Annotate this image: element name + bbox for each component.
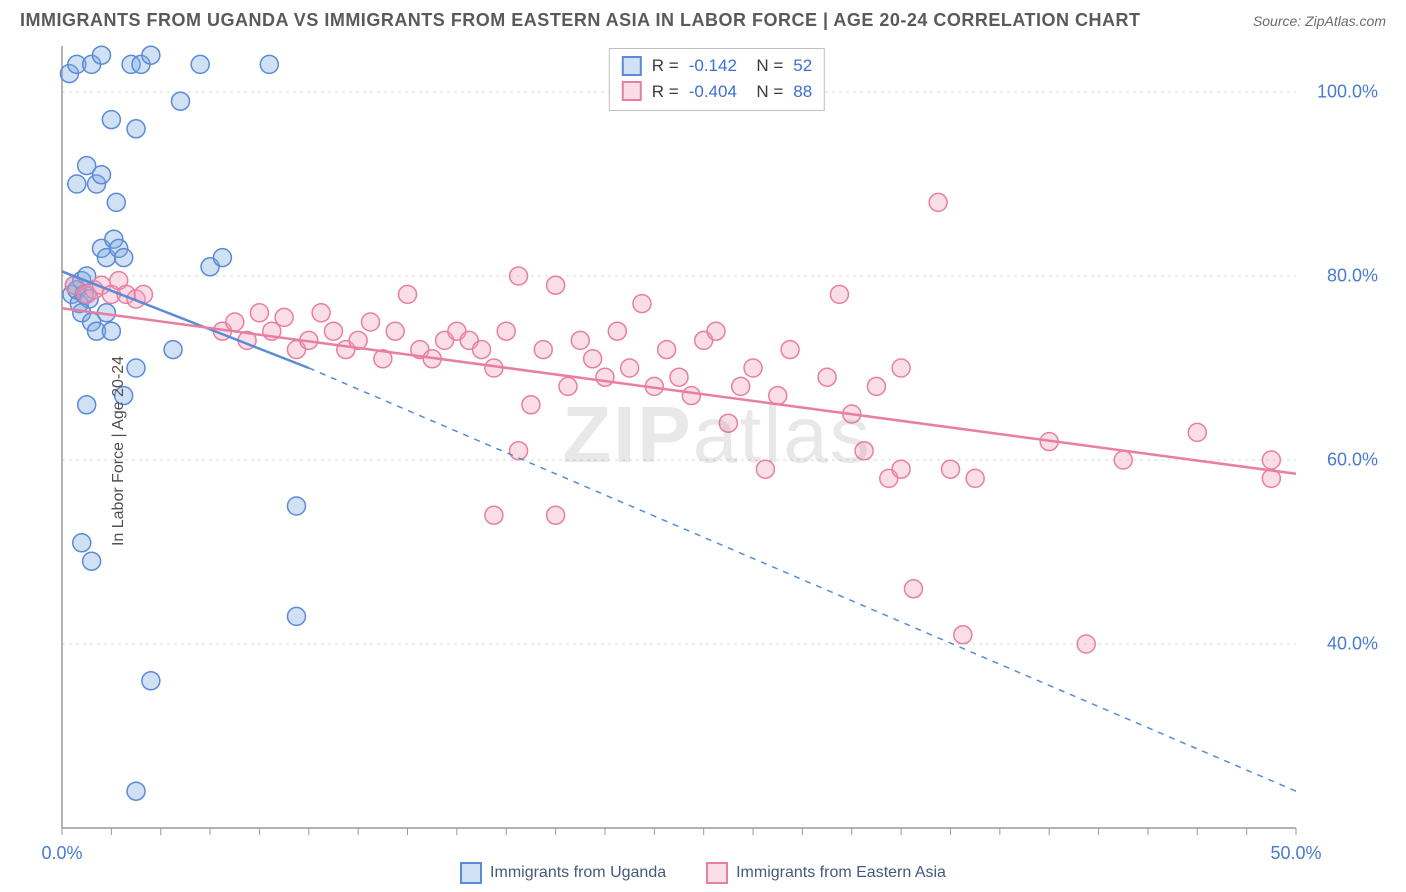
scatter-plot [48,40,1386,862]
stats-label-r: R = [652,53,679,79]
y-tick-label: 40.0% [1327,634,1378,655]
y-tick-label: 100.0% [1317,82,1378,103]
chart-area: In Labor Force | Age 20-24 ZIPatlas R = … [48,40,1386,862]
bottom-legend: Immigrants from Uganda Immigrants from Ea… [0,862,1406,884]
stats-row: R = -0.142 N = 52 [622,53,812,79]
legend-swatch [622,81,642,101]
y-tick-label: 60.0% [1327,450,1378,471]
stats-legend: R = -0.142 N = 52 R = -0.404 N = 88 [609,48,825,111]
legend-item: Immigrants from Uganda [460,862,666,884]
y-tick-label: 80.0% [1327,266,1378,287]
legend-swatch [706,862,728,884]
stats-label-n: N = [747,53,783,79]
legend-swatch [460,862,482,884]
stats-label-n: N = [747,79,783,105]
legend-item: Immigrants from Eastern Asia [706,862,946,884]
legend-swatch [622,56,642,76]
stats-value-n: 88 [793,79,812,105]
legend-label: Immigrants from Eastern Asia [736,864,946,882]
stats-label-r: R = [652,79,679,105]
x-tick-label: 0.0% [41,843,82,864]
chart-title: IMMIGRANTS FROM UGANDA VS IMMIGRANTS FRO… [20,10,1141,31]
stats-row: R = -0.404 N = 88 [622,79,812,105]
legend-label: Immigrants from Uganda [490,864,666,882]
y-axis-label: In Labor Force | Age 20-24 [110,356,128,546]
x-tick-label: 50.0% [1270,843,1321,864]
stats-value-r: -0.404 [689,79,737,105]
stats-value-r: -0.142 [689,53,737,79]
chart-header: IMMIGRANTS FROM UGANDA VS IMMIGRANTS FRO… [0,0,1406,37]
chart-source: Source: ZipAtlas.com [1253,13,1386,29]
stats-value-n: 52 [793,53,812,79]
